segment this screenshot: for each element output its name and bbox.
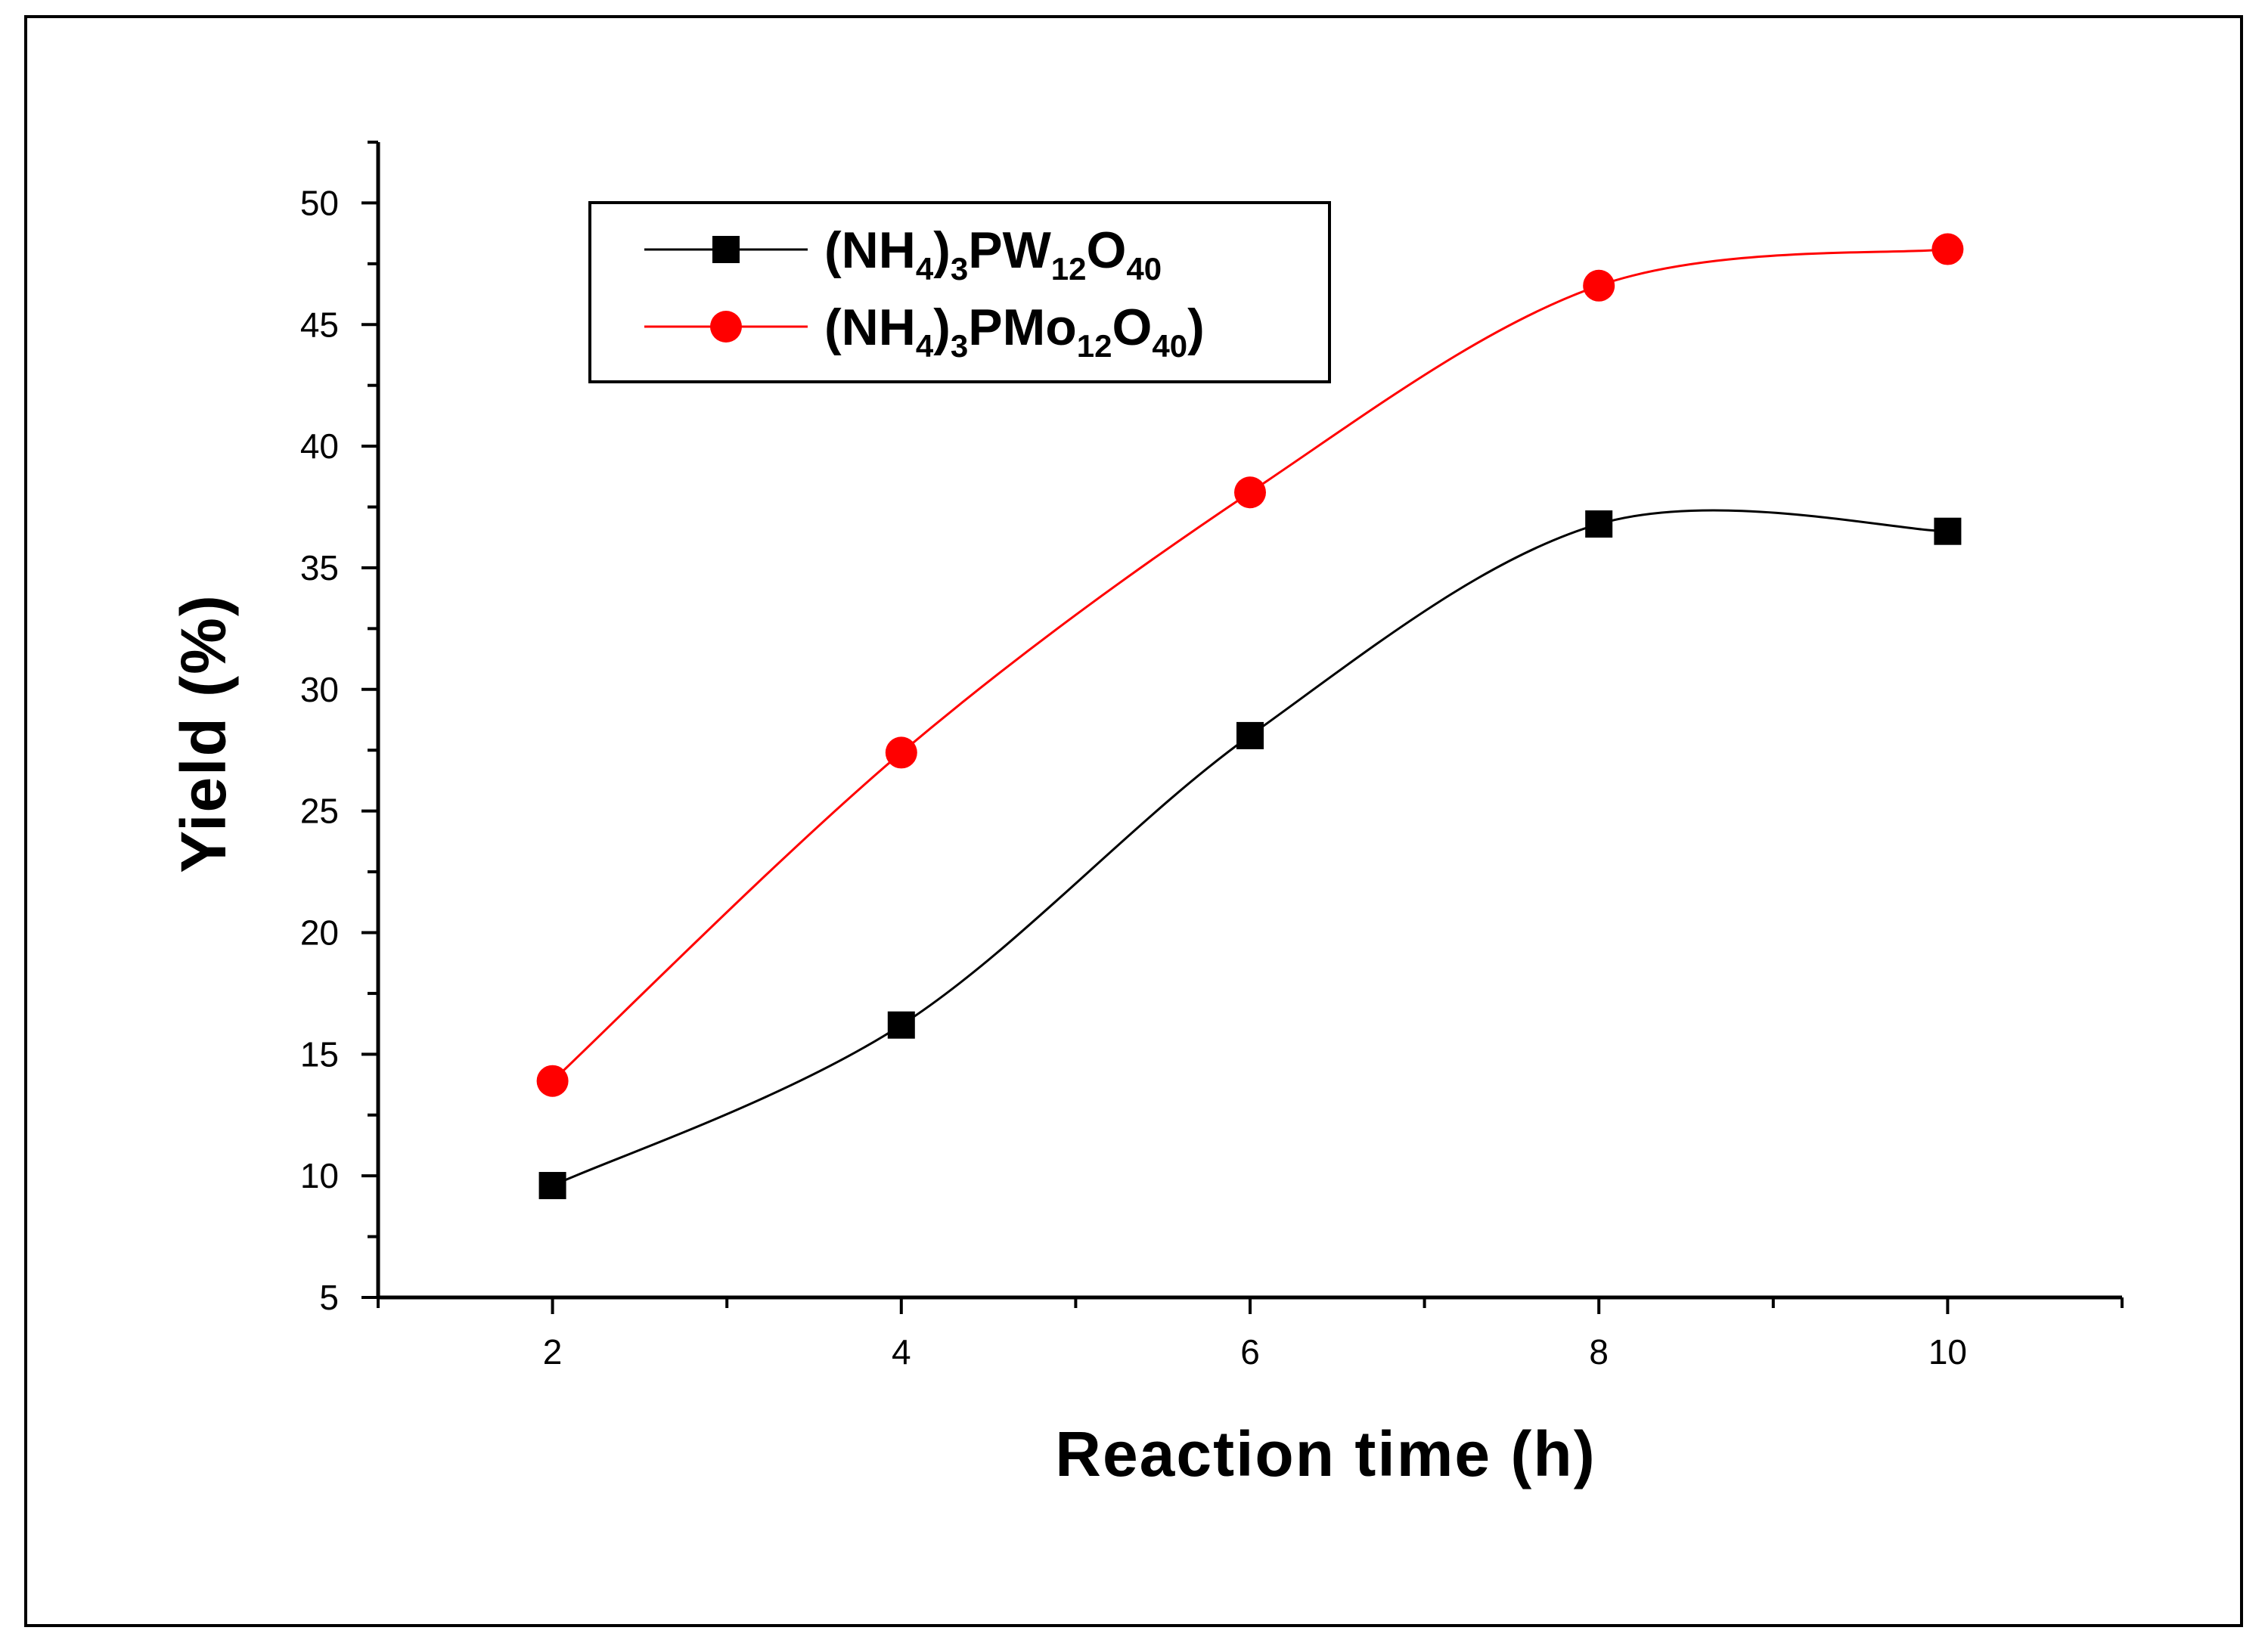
legend-subscript: 12 [1051, 251, 1087, 287]
data-point [1236, 721, 1264, 749]
legend-box [588, 201, 1331, 383]
y-tick-label: 5 [319, 1278, 339, 1317]
legend-subscript: 3 [951, 251, 968, 287]
data-point [538, 1172, 566, 1200]
legend-label: (NH4)3PMo12O40) [824, 299, 1205, 364]
legend-subscript: 40 [1126, 251, 1162, 287]
legend-marker [712, 236, 740, 263]
legend-label: (NH4)3PW12O40 [824, 222, 1162, 287]
legend-text-part: O [1087, 222, 1127, 279]
legend-text-part: PMo [968, 299, 1077, 356]
legend-subscript: 12 [1077, 328, 1112, 364]
legend-text-part: ) [933, 299, 951, 356]
x-tick-label: 10 [1928, 1332, 1967, 1372]
legend-text-part: ) [933, 222, 951, 279]
y-tick-label: 50 [300, 183, 339, 222]
data-point [1934, 517, 1962, 545]
data-point [536, 1065, 569, 1097]
y-tick-label: 40 [300, 426, 339, 466]
legend-subscript: 4 [916, 251, 934, 287]
legend-subscript: 4 [916, 328, 934, 364]
y-tick-label: 25 [300, 792, 339, 831]
x-tick-label: 4 [892, 1332, 911, 1372]
data-point [1583, 269, 1615, 302]
series-square [538, 509, 1962, 1200]
legend: (NH4)3PW12O40(NH4)3PMo12O40) [588, 201, 1331, 383]
x-tick-label: 8 [1589, 1332, 1609, 1372]
y-tick-label: 45 [300, 305, 339, 344]
y-tick-label: 20 [300, 913, 339, 952]
y-tick-label: 30 [300, 670, 339, 709]
y-tick-label: 35 [300, 548, 339, 587]
data-point [885, 736, 917, 769]
outer-frame [24, 15, 2243, 1627]
x-tick-label: 6 [1240, 1332, 1260, 1372]
plot-area [536, 233, 1964, 1200]
data-point [1585, 510, 1613, 538]
data-point [887, 1011, 915, 1039]
legend-subscript: 3 [951, 328, 968, 364]
x-axis-title: Reaction time (h) [1055, 1418, 1596, 1489]
axes: 2 4 6 8 10 5 10 15 20 25 30 35 40 45 50 [300, 141, 2124, 1372]
legend-text-part: PW [968, 222, 1051, 279]
legend-text-part: O [1112, 299, 1153, 356]
y-axis-title: Yield (%) [168, 594, 239, 873]
y-tick-label: 10 [300, 1156, 339, 1195]
y-tick-label: 15 [300, 1034, 339, 1074]
series-circle [536, 233, 1964, 1097]
series-line [551, 509, 1948, 1187]
legend-text-part: (NH [824, 222, 916, 279]
legend-text-part: ) [1187, 299, 1205, 356]
legend-text-part: (NH [824, 299, 916, 356]
legend-marker [710, 311, 742, 343]
series-line [551, 248, 1948, 1082]
x-tick-label: 2 [543, 1332, 563, 1372]
data-point [1931, 233, 1964, 265]
data-point [1234, 476, 1266, 509]
legend-subscript: 40 [1152, 328, 1187, 364]
